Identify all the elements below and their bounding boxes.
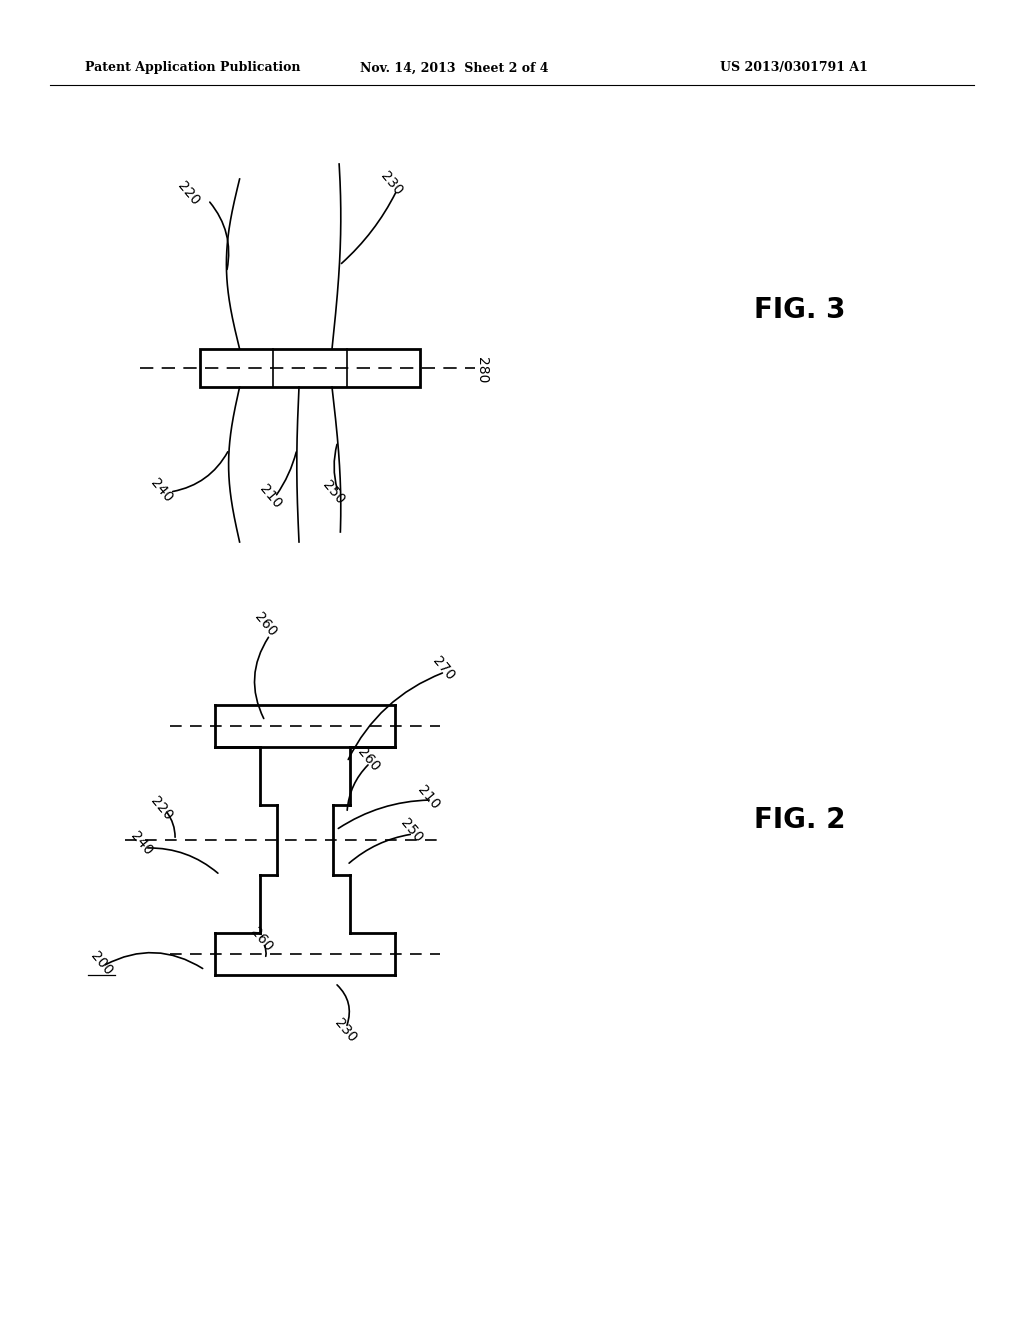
Text: FIG. 2: FIG. 2 [755,807,846,834]
Text: 260: 260 [355,746,383,775]
Text: 270: 270 [430,653,458,682]
Text: 210: 210 [415,783,442,813]
Text: 230: 230 [378,169,406,198]
Text: 200: 200 [88,949,116,978]
Text: 260: 260 [248,925,275,954]
Text: 210: 210 [257,482,285,512]
Text: US 2013/0301791 A1: US 2013/0301791 A1 [720,62,868,74]
Text: 220: 220 [175,178,203,207]
Text: FIG. 3: FIG. 3 [755,296,846,323]
Bar [200,348,420,387]
Text: 250: 250 [319,478,347,507]
Text: 230: 230 [332,1015,359,1044]
Text: Patent Application Publication: Patent Application Publication [85,62,300,74]
Text: 240: 240 [128,829,156,858]
Text: Nov. 14, 2013  Sheet 2 of 4: Nov. 14, 2013 Sheet 2 of 4 [360,62,549,74]
Text: 220: 220 [148,793,175,822]
Text: 260: 260 [252,610,280,640]
Text: 240: 240 [148,475,175,504]
Text: 280: 280 [475,356,489,383]
Text: 250: 250 [398,816,426,845]
